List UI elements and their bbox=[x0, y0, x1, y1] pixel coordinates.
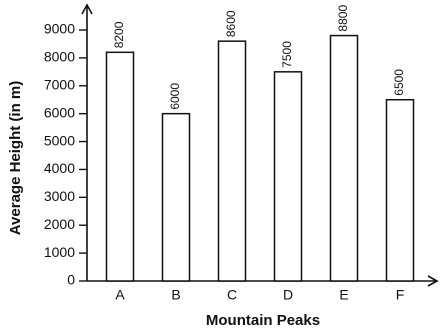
y-tick-label: 8000 bbox=[44, 49, 75, 65]
bar bbox=[105, 51, 135, 282]
y-tick-label: 1000 bbox=[44, 244, 75, 260]
x-tick-label: A bbox=[115, 287, 125, 303]
x-tick-label: B bbox=[171, 287, 180, 303]
y-tick-label: 6000 bbox=[44, 104, 75, 120]
x-tick-label: E bbox=[339, 287, 348, 303]
bar bbox=[385, 98, 415, 282]
x-axis-arrow bbox=[427, 275, 439, 287]
bar bbox=[329, 34, 359, 282]
value-label: 8200 bbox=[112, 21, 126, 48]
y-tick-label: 2000 bbox=[44, 216, 75, 232]
bar bbox=[161, 112, 191, 282]
bar bbox=[217, 40, 247, 282]
y-tick-label: 9000 bbox=[44, 21, 75, 37]
y-axis-arrow bbox=[81, 3, 93, 15]
y-tick-label: 7000 bbox=[44, 76, 75, 92]
value-label: 8800 bbox=[336, 5, 350, 32]
x-tick-label: F bbox=[396, 287, 405, 303]
y-tick-label: 4000 bbox=[44, 160, 75, 176]
value-label: 6500 bbox=[392, 69, 406, 96]
value-label: 7500 bbox=[280, 41, 294, 68]
y-axis-title: Average Height (in m) bbox=[7, 81, 24, 235]
x-tick-label: D bbox=[283, 287, 293, 303]
x-tick-label: C bbox=[227, 287, 237, 303]
y-tick-label: 3000 bbox=[44, 188, 75, 204]
bar bbox=[273, 71, 303, 282]
x-axis-title: Mountain Peaks bbox=[206, 312, 320, 329]
y-tick-label: 0 bbox=[67, 272, 75, 288]
value-label: 8600 bbox=[224, 10, 238, 37]
value-label: 6000 bbox=[168, 83, 182, 110]
y-tick-label: 5000 bbox=[44, 132, 75, 148]
